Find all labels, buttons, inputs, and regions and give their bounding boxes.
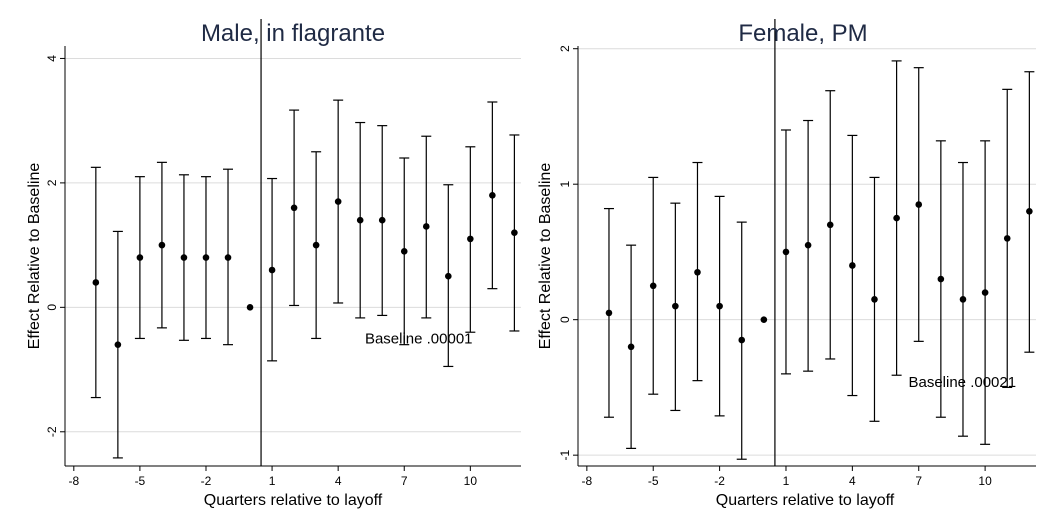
data-point (804, 241, 812, 249)
data-point (826, 221, 834, 229)
data-point (1026, 207, 1033, 215)
data-point (511, 229, 518, 236)
x-tick-label: 10 (464, 474, 478, 488)
x-tick-label: -5 (648, 474, 659, 488)
data-point (467, 235, 474, 243)
y-tick-label: 4 (45, 55, 59, 62)
data-point (489, 192, 496, 199)
data-point (915, 201, 923, 208)
data-point (445, 272, 452, 280)
data-point (627, 343, 635, 351)
y-tick-label: 0 (45, 304, 59, 311)
data-point (959, 296, 967, 303)
x-tick-label: 4 (335, 474, 342, 488)
y-tick-label: 1 (558, 181, 572, 188)
data-point (782, 248, 790, 256)
y-tick-label: 0 (558, 316, 572, 323)
data-point (760, 316, 768, 323)
x-tick-label: -8 (582, 474, 593, 488)
x-tick-label: 1 (269, 474, 276, 488)
data-point (290, 204, 298, 212)
data-point (937, 275, 945, 283)
data-point (92, 279, 100, 286)
y-tick-label: 2 (558, 45, 572, 52)
data-point (268, 266, 276, 274)
data-point (738, 336, 746, 344)
y-axis-label: Effect Relative to Baseline (537, 163, 554, 350)
data-point (422, 223, 430, 230)
baseline-annotation: Baseline .00001 (365, 330, 473, 347)
data-point (981, 289, 989, 296)
x-tick-label: 4 (849, 474, 856, 488)
data-point (849, 262, 856, 269)
data-point (356, 216, 364, 224)
data-point (334, 198, 342, 205)
baseline-annotation: Baseline .00021 (908, 374, 1016, 391)
data-point (114, 341, 122, 348)
data-point (893, 214, 900, 222)
gridlines (578, 48, 1036, 456)
x-tick-label: 7 (401, 474, 408, 488)
y-tick-label: 2 (45, 179, 59, 186)
chart-title: Male, in flagrante (201, 20, 385, 47)
data-point (158, 241, 166, 249)
data-point (672, 302, 679, 310)
x-axis-label: Quarters relative to layoff (716, 492, 895, 509)
data-point (378, 216, 386, 224)
data-point (136, 254, 144, 261)
data-point (224, 254, 232, 261)
chart-title: Female, PM (738, 20, 867, 47)
data-point (871, 296, 878, 303)
x-tick-label: -2 (714, 474, 725, 488)
chart-female-pm: -1 0 1 2 -8 -5 -2 1 4 7 10 Baseline .00021 Female, P… (537, 19, 1036, 509)
data-point (312, 241, 320, 249)
x-tick-label: 7 (915, 474, 922, 488)
x-tick-label: -5 (135, 474, 146, 488)
data-point (716, 302, 723, 310)
x-tick-label: -8 (68, 474, 79, 488)
data-point (649, 282, 657, 290)
x-tick-label: 1 (783, 474, 790, 488)
x-axis-label: Quarters relative to layoff (204, 492, 383, 509)
data-point (180, 254, 188, 261)
data-point (246, 304, 254, 311)
data-point (400, 248, 408, 255)
gridlines (65, 57, 521, 433)
data-point (694, 268, 701, 276)
chart-male-in-flagrante: -2 0 2 4 -8 -5 -2 1 4 7 10 Baseline .00001 Male, in … (26, 19, 521, 509)
y-tick-label: -1 (558, 450, 572, 461)
x-tick-label: 10 (978, 474, 992, 488)
x-tick-label: -2 (201, 474, 212, 488)
y-axis-label: Effect Relative to Baseline (26, 163, 43, 350)
data-point (605, 309, 613, 317)
data-point (202, 254, 210, 261)
y-tick-label: -2 (45, 426, 59, 437)
data-point (1003, 235, 1011, 242)
